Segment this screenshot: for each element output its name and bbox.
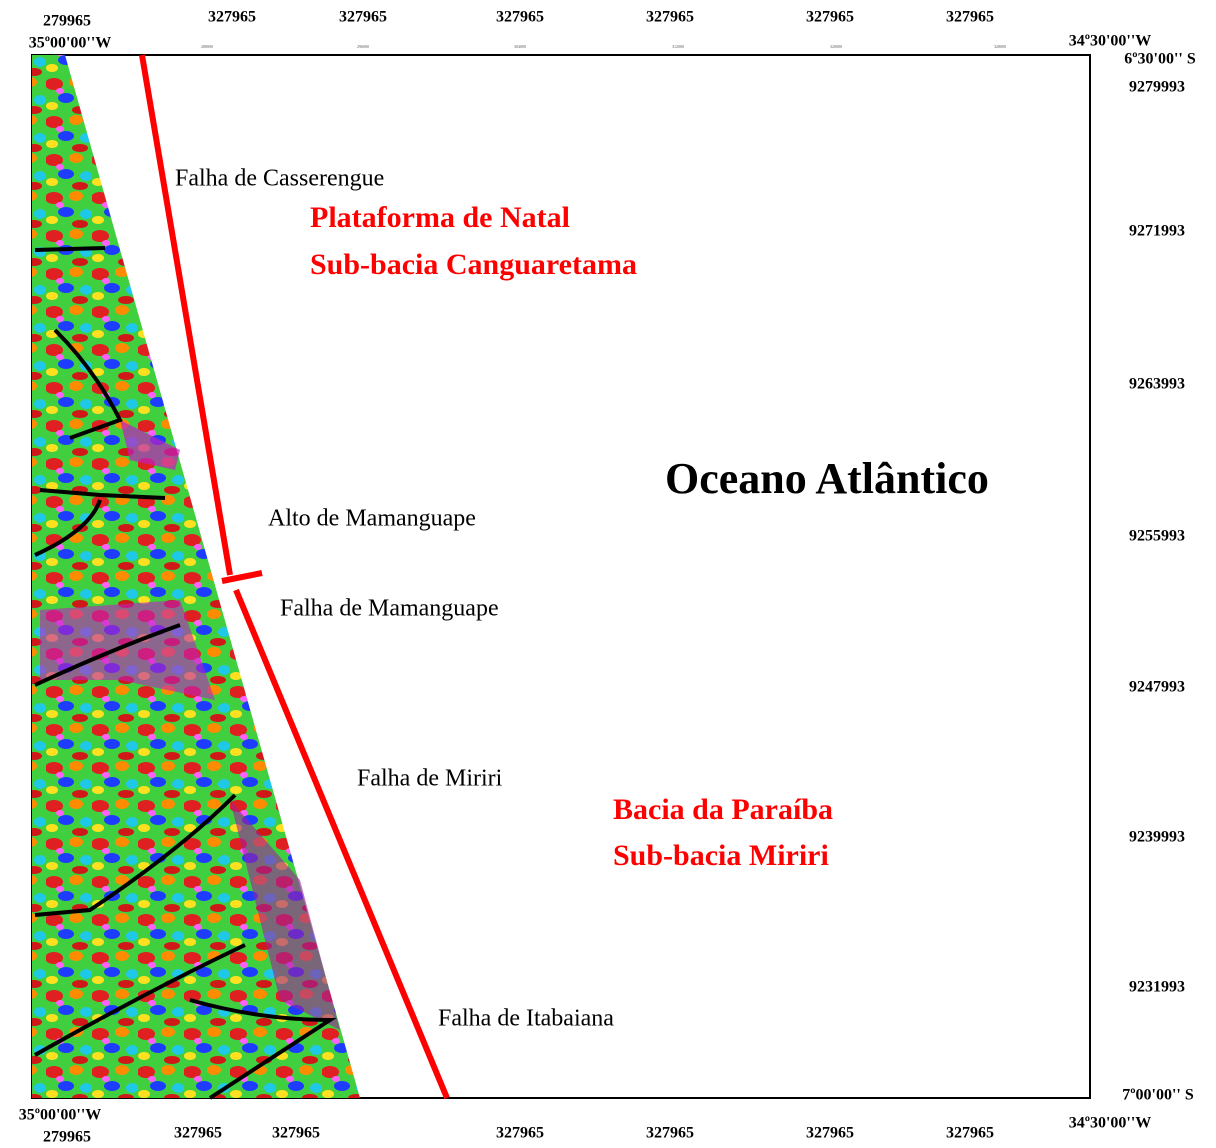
- corner-label: 6º30'00'' S: [1124, 51, 1196, 68]
- annotation: Alto de Mamanguape: [268, 506, 476, 532]
- top-coordinate: 327965: [496, 9, 544, 26]
- top-small-coordinate: 304000: [514, 44, 526, 49]
- top-coordinate: 327965: [806, 9, 854, 26]
- right-coordinate: 9239993: [1129, 829, 1185, 846]
- top-coordinate: 327965: [946, 9, 994, 26]
- right-coordinate: 9263993: [1129, 376, 1185, 393]
- corner-label: 34º30'00''W: [1069, 33, 1152, 50]
- top-small-coordinate: 296000: [357, 44, 369, 49]
- top-coordinate: 327965: [208, 9, 256, 26]
- right-coordinate: 9279993: [1129, 79, 1185, 96]
- top-small-coordinate: 328000: [994, 44, 1006, 49]
- corner-label: 7º00'00'' S: [1122, 1087, 1194, 1104]
- bottom-coordinate: 327965: [272, 1125, 320, 1142]
- annotation: Falha de Mamanguape: [280, 596, 499, 622]
- top-coordinate: 279965: [43, 13, 91, 30]
- top-small-coordinate: 320000: [830, 44, 842, 49]
- right-coordinate: 9231993: [1129, 979, 1185, 996]
- top-coordinate: 327965: [646, 9, 694, 26]
- right-coordinate: 9271993: [1129, 223, 1185, 240]
- annotation: Plataforma de Natal: [310, 201, 570, 234]
- top-small-coordinate: 312000: [672, 44, 684, 49]
- bottom-coordinate: 327965: [496, 1125, 544, 1142]
- annotation: Falha de Miriri: [357, 766, 503, 792]
- annotation: Oceano Atlântico: [665, 454, 989, 503]
- map: Falha de Casserengue Plataforma de Natal…: [0, 0, 1216, 1148]
- annotation: Sub-bacia Miriri: [613, 839, 829, 872]
- annotation: Falha de Casserengue: [175, 166, 384, 192]
- corner-label: 35º00'00''W: [29, 35, 112, 52]
- top-coordinate: 327965: [339, 9, 387, 26]
- right-coordinate: 9255993: [1129, 528, 1185, 545]
- bottom-coordinate: 327965: [174, 1125, 222, 1142]
- right-coordinate: 9247993: [1129, 679, 1185, 696]
- bottom-coordinate: 279965: [43, 1129, 91, 1146]
- lineament: [35, 248, 105, 250]
- corner-label: 34º30'00''W: [1069, 1115, 1152, 1132]
- annotation: Bacia da Paraíba: [613, 793, 833, 826]
- annotation: Sub-bacia Canguaretama: [310, 248, 637, 281]
- bottom-coordinate: 327965: [946, 1125, 994, 1142]
- annotation: Falha de Itabaiana: [438, 1006, 614, 1032]
- top-small-coordinate: 288000: [201, 44, 213, 49]
- bottom-coordinate: 327965: [806, 1125, 854, 1142]
- bottom-coordinate: 327965: [646, 1125, 694, 1142]
- corner-label: 35º00'00''W: [19, 1107, 102, 1124]
